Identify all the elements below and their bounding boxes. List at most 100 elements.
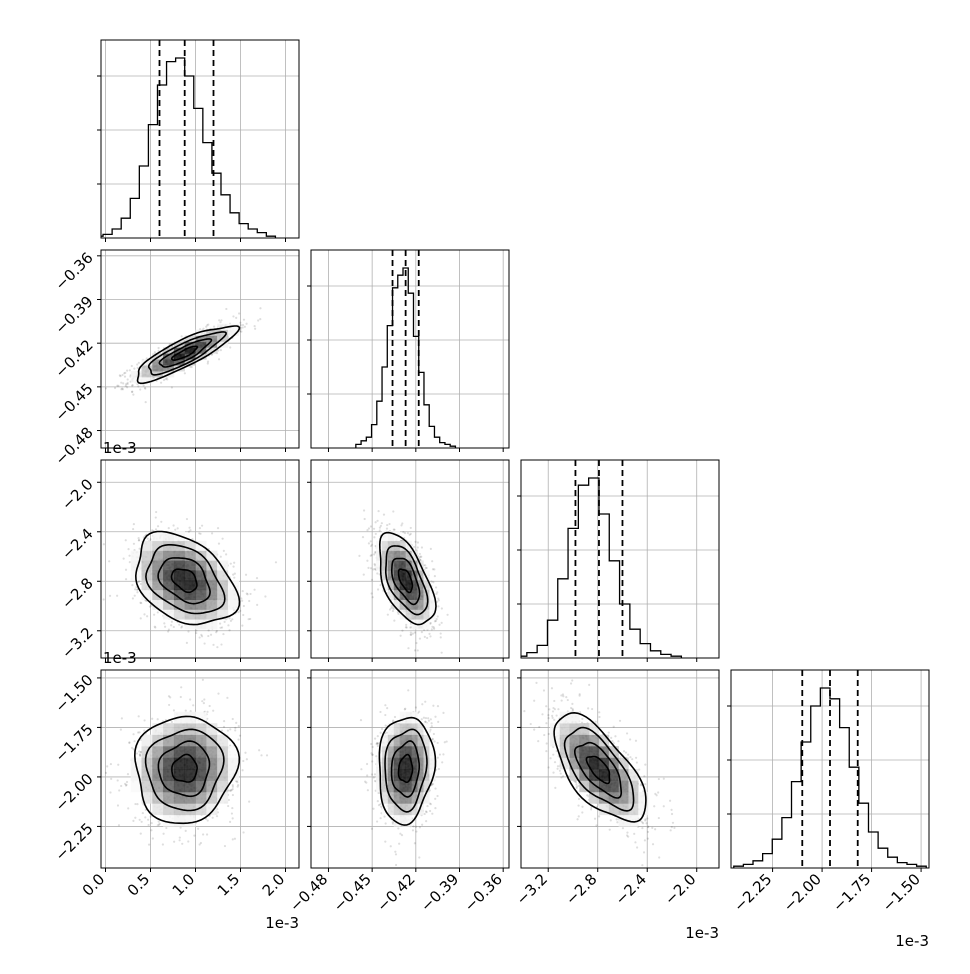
scatter-point	[138, 362, 140, 364]
scatter-point	[122, 388, 124, 390]
scatter-point	[157, 525, 159, 527]
scatter-point	[117, 764, 119, 766]
scatter-point	[173, 841, 175, 843]
scatter-point	[146, 615, 148, 617]
scatter-point	[246, 758, 248, 760]
scatter-point	[414, 649, 416, 651]
scatter-point	[441, 652, 443, 654]
scatter-point	[133, 523, 135, 525]
scatter-point	[232, 565, 234, 567]
scatter-point	[371, 544, 373, 546]
scatter-point	[254, 325, 256, 327]
scatter-point	[201, 525, 203, 527]
scatter-point	[231, 618, 233, 620]
scatter-point	[144, 816, 146, 818]
scatter-point	[131, 391, 133, 393]
scatter-point	[433, 626, 435, 628]
scatter-point	[168, 527, 170, 529]
scatter-point	[151, 718, 153, 720]
scatter-point	[132, 820, 134, 822]
scatter-point	[129, 369, 131, 371]
scatter-point	[167, 630, 169, 632]
scatter-point	[242, 614, 244, 616]
scatter-point	[131, 584, 133, 586]
scatter-point	[195, 632, 197, 634]
scatter-point	[233, 577, 235, 579]
scatter-point	[370, 567, 372, 569]
scatter-point	[134, 803, 136, 805]
scatter-point	[143, 613, 145, 615]
density-cell	[142, 551, 153, 561]
scatter-point	[171, 386, 173, 388]
panel-1-1	[307, 250, 509, 452]
scatter-point	[153, 614, 155, 616]
scatter-point	[219, 321, 221, 323]
scatter-point	[132, 528, 134, 530]
scatter-point	[168, 704, 170, 706]
scatter-point	[199, 533, 201, 535]
scatter-point	[222, 633, 224, 635]
scatter-point	[154, 351, 156, 353]
scatter-point	[202, 833, 204, 835]
scatter-point	[358, 555, 360, 557]
scatter-point	[126, 383, 128, 385]
scatter-point	[428, 633, 430, 635]
scatter-point	[180, 827, 182, 829]
scatter-point	[188, 531, 190, 533]
scatter-point	[364, 518, 366, 520]
density-cell	[196, 600, 207, 610]
scatter-point	[419, 553, 421, 555]
scatter-point	[227, 805, 229, 807]
scatter-point	[187, 630, 189, 632]
scatter-point	[127, 773, 129, 775]
scatter-point	[140, 833, 142, 835]
scatter-point	[237, 611, 239, 613]
scatter-point	[138, 548, 140, 550]
scatter-point	[133, 368, 135, 370]
scatter-point	[258, 749, 260, 751]
scatter-point	[229, 728, 231, 730]
scatter-point	[417, 541, 419, 543]
scatter-point	[438, 624, 440, 626]
scatter-point	[177, 527, 179, 529]
scatter-point	[212, 644, 214, 646]
scatter-point	[137, 731, 139, 733]
scatter-point	[232, 718, 234, 720]
scatter-point	[419, 556, 421, 558]
scatter-point	[106, 765, 108, 767]
scatter-point	[407, 532, 409, 534]
scatter-point	[140, 602, 142, 604]
scatter-point	[239, 322, 241, 324]
scatter-point	[191, 366, 193, 368]
scatter-point	[433, 568, 435, 570]
scatter-point	[386, 528, 388, 530]
scatter-point	[241, 600, 243, 602]
scatter-point	[415, 642, 417, 644]
scatter-point	[275, 561, 277, 563]
scatter-point	[170, 624, 172, 626]
scatter-point	[242, 831, 244, 833]
scatter-point	[400, 524, 402, 526]
scatter-point	[110, 763, 112, 765]
scatter-point	[139, 819, 141, 821]
scatter-point	[401, 522, 403, 524]
panel-3-0	[93, 670, 299, 872]
scatter-point	[137, 367, 139, 369]
scatter-point	[179, 839, 181, 841]
scatter-point	[393, 528, 395, 530]
scatter-point	[431, 560, 433, 562]
scatter-point	[421, 631, 423, 633]
scatter-point	[125, 569, 127, 571]
scatter-point	[388, 523, 390, 525]
scatter-point	[232, 794, 234, 796]
scatter-point	[407, 647, 409, 649]
scatter-point	[157, 718, 159, 720]
scatter-point	[109, 791, 111, 793]
scatter-point	[427, 665, 429, 667]
density-cell	[382, 560, 388, 570]
scatter-point	[134, 588, 136, 590]
scatter-point	[441, 622, 443, 624]
density-cell	[196, 609, 207, 619]
scatter-point	[220, 643, 222, 645]
